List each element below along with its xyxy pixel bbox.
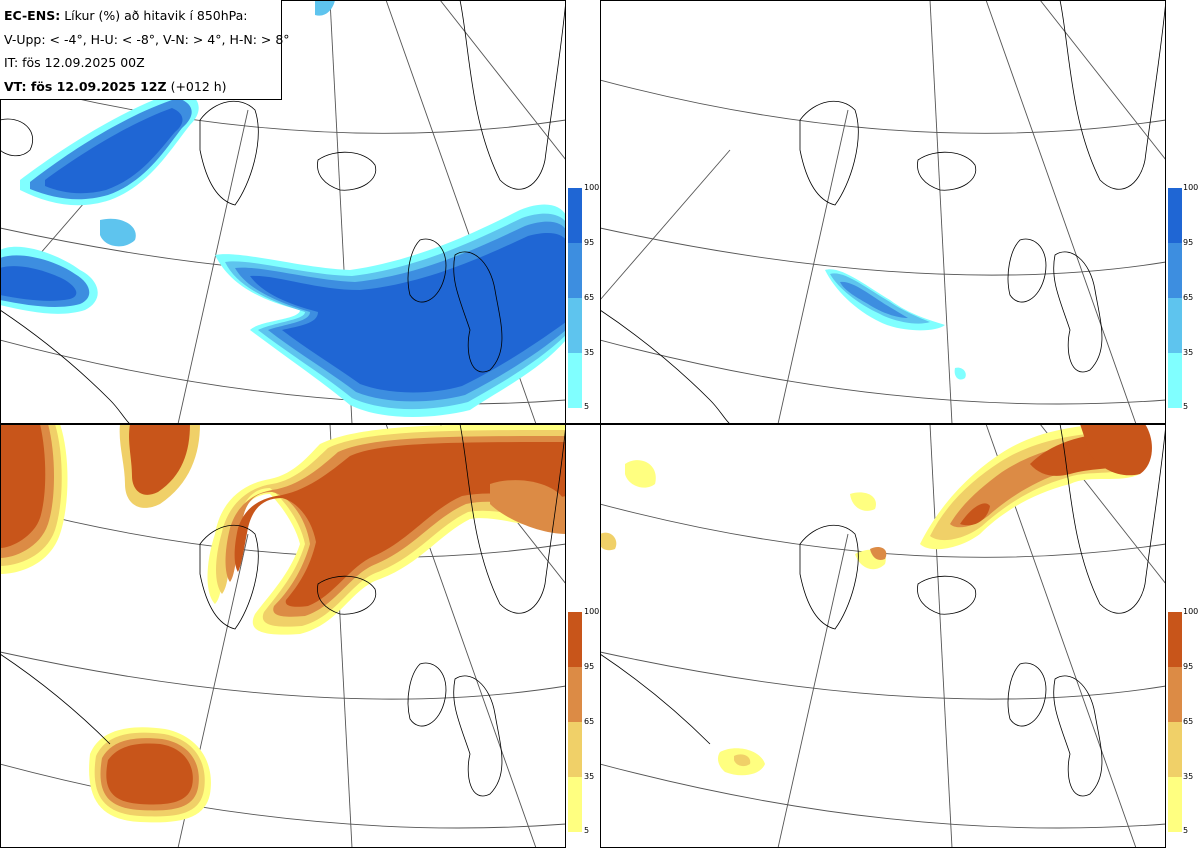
colorbar-segment [1168, 298, 1182, 353]
coastlines [600, 424, 1166, 797]
colorbar-cold-top-right [1168, 188, 1182, 408]
map-panel-v-n [0, 424, 566, 848]
colorbar-tick: 100 [1183, 607, 1199, 616]
colorbar-segment [1168, 777, 1182, 832]
forecast-info-box: EC-ENS: Líkur (%) að hitavik í 850hPa: V… [0, 0, 290, 100]
probability-map-warm-strong [0, 424, 566, 848]
colorbar-segment [568, 667, 582, 722]
colorbar-segment [568, 353, 582, 408]
colorbar-tick: 100 [584, 607, 600, 616]
colorbar-segment [568, 612, 582, 667]
graticule [600, 0, 1166, 424]
title-text: Líkur (%) að hitavik í 850hPa: [64, 8, 248, 23]
probability-field [0, 0, 566, 417]
colorbar-segment [1168, 667, 1182, 722]
probability-field [0, 424, 566, 823]
colorbar-tick: 5 [584, 402, 590, 411]
lead-time: (+012 h) [170, 78, 227, 94]
thresholds-line: V-Upp: < -4°, H-U: < -8°, V-N: > 4°, H-N… [4, 31, 290, 47]
title-line: EC-ENS: Líkur (%) að hitavik í 850hPa: [4, 4, 281, 28]
model-name: EC-ENS: [4, 8, 61, 23]
valid-time-line: VT: fös 12.09.2025 12Z (+012 h) [4, 75, 281, 99]
colorbar-tick: 35 [1183, 348, 1194, 357]
probability-field [825, 269, 966, 380]
map-panel-v-upp: EC-ENS: Líkur (%) að hitavik í 850hPa: V… [0, 0, 566, 424]
colorbar-segment [568, 298, 582, 353]
colorbar-warm-bottom-right [1168, 612, 1182, 832]
colorbar-tick: 35 [1183, 772, 1194, 781]
probability-field [600, 424, 1152, 776]
coastlines [0, 0, 566, 424]
colorbar-tick: 95 [1183, 662, 1194, 671]
colorbar-tick: 95 [584, 662, 595, 671]
colorbar-segment [568, 188, 582, 243]
map-panel-h-n [600, 424, 1166, 848]
colorbar-tick: 65 [584, 293, 595, 302]
map-panel-h-u [600, 0, 1166, 424]
probability-map-cold-strong [0, 0, 566, 424]
colorbar-cold-top-left [568, 188, 582, 408]
colorbar-tick: 65 [1183, 293, 1194, 302]
probability-map-warm-extreme [600, 424, 1166, 848]
colorbar-tick: 65 [584, 717, 595, 726]
coastlines [600, 0, 1166, 424]
row-divider [0, 423, 1166, 425]
coastlines [0, 424, 566, 797]
valid-time: VT: fös 12.09.2025 12Z [4, 78, 167, 94]
colorbar-tick: 65 [1183, 717, 1194, 726]
colorbar-tick: 35 [584, 772, 595, 781]
colorbar-segment [568, 777, 582, 832]
probability-map-cold-extreme [600, 0, 1166, 424]
colorbar-tick: 5 [1183, 826, 1189, 835]
colorbar-tick: 5 [1183, 402, 1189, 411]
colorbar-segment [1168, 243, 1182, 298]
init-time-line: IT: fös 12.09.2025 00Z [4, 55, 145, 70]
colorbar-segment [1168, 722, 1182, 777]
colorbar-tick: 5 [584, 826, 590, 835]
colorbar-segment [1168, 612, 1182, 667]
colorbar-segment [568, 243, 582, 298]
colorbar-tick: 35 [584, 348, 595, 357]
colorbar-warm-bottom-left [568, 612, 582, 832]
colorbar-tick: 95 [584, 238, 595, 247]
colorbar-segment [1168, 188, 1182, 243]
graticule [600, 424, 1166, 848]
colorbar-segment [1168, 353, 1182, 408]
colorbar-tick: 100 [1183, 183, 1199, 192]
colorbar-tick: 95 [1183, 238, 1194, 247]
colorbar-tick: 100 [584, 183, 600, 192]
colorbar-segment [568, 722, 582, 777]
